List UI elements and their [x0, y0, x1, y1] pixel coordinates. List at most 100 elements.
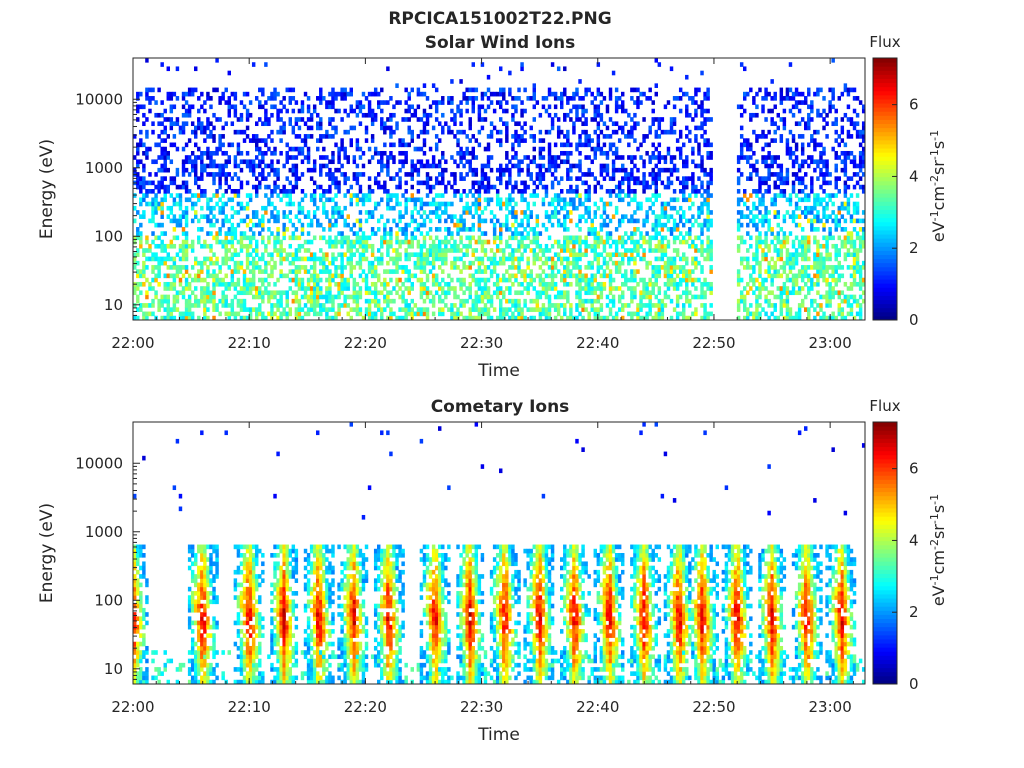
- spectrogram-cell: [761, 146, 765, 152]
- spectrogram-cell: [306, 155, 311, 160]
- spectrogram-cell: [630, 231, 634, 236]
- spectrogram-cell: [294, 155, 299, 160]
- spectrogram-cell: [691, 311, 695, 317]
- spectrogram-cell: [434, 87, 439, 93]
- spectrogram-cell: [483, 205, 488, 211]
- spectrogram-cell: [157, 142, 161, 148]
- spectrogram-cell: [395, 256, 399, 262]
- spectrogram-cell: [270, 159, 274, 165]
- spectrogram-cell: [398, 201, 402, 207]
- spectrogram-cell: [669, 121, 674, 127]
- spectrogram-cell: [706, 117, 710, 122]
- spectrogram-cell: [175, 294, 180, 300]
- spectrogram-cell: [602, 96, 607, 101]
- spectrogram-cell: [309, 112, 314, 118]
- spectrogram-cell: [163, 159, 167, 165]
- spectrogram-cell: [184, 205, 189, 211]
- spectrogram-cell: [605, 134, 610, 139]
- spectrogram-cell: [425, 311, 430, 317]
- spectrogram-cell: [691, 189, 695, 194]
- spectrogram-cell: [190, 218, 195, 224]
- spectrogram-cell: [187, 155, 192, 160]
- spectrogram-cell: [764, 180, 768, 186]
- spectrogram-cell: [377, 298, 381, 304]
- spectrogram-cell: [508, 210, 512, 215]
- spectrogram-cell: [328, 239, 332, 245]
- spectrogram-cell: [627, 134, 631, 139]
- spectrogram-cell: [349, 197, 353, 203]
- spectrogram-cell: [148, 172, 152, 177]
- spectrogram-cell: [697, 142, 701, 148]
- spectrogram-cell: [465, 108, 469, 114]
- spectrogram-cell: [285, 142, 289, 148]
- spectrogram-cell: [743, 294, 747, 300]
- spectrogram-cell: [300, 315, 305, 321]
- spectrogram-cell: [633, 243, 637, 249]
- spectrogram-cell: [468, 125, 472, 131]
- spectrogram-cell: [538, 176, 543, 181]
- spectrogram-cell: [630, 172, 634, 177]
- spectrogram-cell: [736, 303, 741, 308]
- spectrogram-cell: [270, 290, 274, 296]
- spectrogram-cell: [355, 142, 360, 148]
- spectrogram-cell: [523, 121, 527, 127]
- spectrogram-cell: [736, 281, 741, 287]
- spectrogram-cell: [563, 273, 567, 279]
- spectrogram-cell: [334, 243, 338, 249]
- spectrogram-cell: [367, 146, 372, 152]
- spectrogram-cell: [236, 117, 241, 122]
- spectrogram-cell: [178, 290, 183, 296]
- spectrogram-cell: [657, 176, 662, 181]
- spectrogram-cell: [276, 193, 280, 198]
- spectrogram-cell: [575, 265, 579, 270]
- spectrogram-cell: [639, 235, 643, 241]
- spectrogram-cell: [608, 231, 613, 236]
- spectrogram-cell: [431, 273, 436, 279]
- spectrogram-cell: [569, 142, 573, 148]
- spectrogram-cell: [248, 163, 253, 169]
- spectrogram-cell: [459, 159, 463, 165]
- spectrogram-cell: [678, 269, 683, 274]
- spectrogram-cell: [358, 218, 363, 224]
- spectrogram-cell: [190, 277, 195, 283]
- spectrogram-cell: [337, 231, 341, 236]
- spectrogram-cell: [550, 256, 555, 262]
- spectrogram-cell: [151, 214, 155, 219]
- spectrogram-cell: [358, 307, 363, 312]
- spectrogram-cell: [575, 184, 579, 190]
- spectrogram-cell: [608, 269, 613, 274]
- spectrogram-cell: [276, 218, 280, 224]
- spectrogram-cell: [151, 265, 155, 270]
- spectrogram-cell: [544, 210, 549, 215]
- spectrogram-cell: [422, 281, 427, 287]
- spectrogram-cell: [187, 87, 192, 93]
- spectrogram-cell: [459, 248, 463, 253]
- spectrogram-cell: [694, 286, 698, 291]
- spectrogram-cell: [425, 180, 430, 186]
- spectrogram-cell: [590, 273, 594, 279]
- spectrogram-cell: [136, 269, 140, 274]
- spectrogram-cell: [550, 62, 555, 67]
- spectrogram-cell: [218, 134, 222, 139]
- spectrogram-cell: [169, 218, 174, 224]
- spectrogram-cell: [499, 104, 503, 110]
- spectrogram-cell: [434, 142, 439, 148]
- spectrogram-cell: [755, 138, 759, 143]
- spectrogram-cell: [270, 210, 274, 215]
- spectrogram-cell: [605, 260, 610, 266]
- spectrogram-cell: [346, 235, 350, 241]
- spectrogram-cell: [358, 243, 363, 249]
- spectrogram-cell: [319, 248, 323, 253]
- spectrogram-cell: [337, 294, 341, 300]
- spectrogram-cell: [139, 281, 143, 287]
- spectrogram-cell: [261, 227, 265, 232]
- spectrogram-cell: [602, 286, 607, 291]
- spectrogram-cell: [291, 298, 296, 304]
- spectrogram-cell: [139, 222, 143, 228]
- spectrogram-cell: [657, 150, 662, 156]
- spectrogram-cell: [331, 277, 335, 283]
- spectrogram-cell: [672, 129, 677, 135]
- spectrogram-cell: [602, 201, 607, 207]
- spectrogram-cell: [215, 201, 219, 207]
- spectrogram-cell: [630, 176, 634, 181]
